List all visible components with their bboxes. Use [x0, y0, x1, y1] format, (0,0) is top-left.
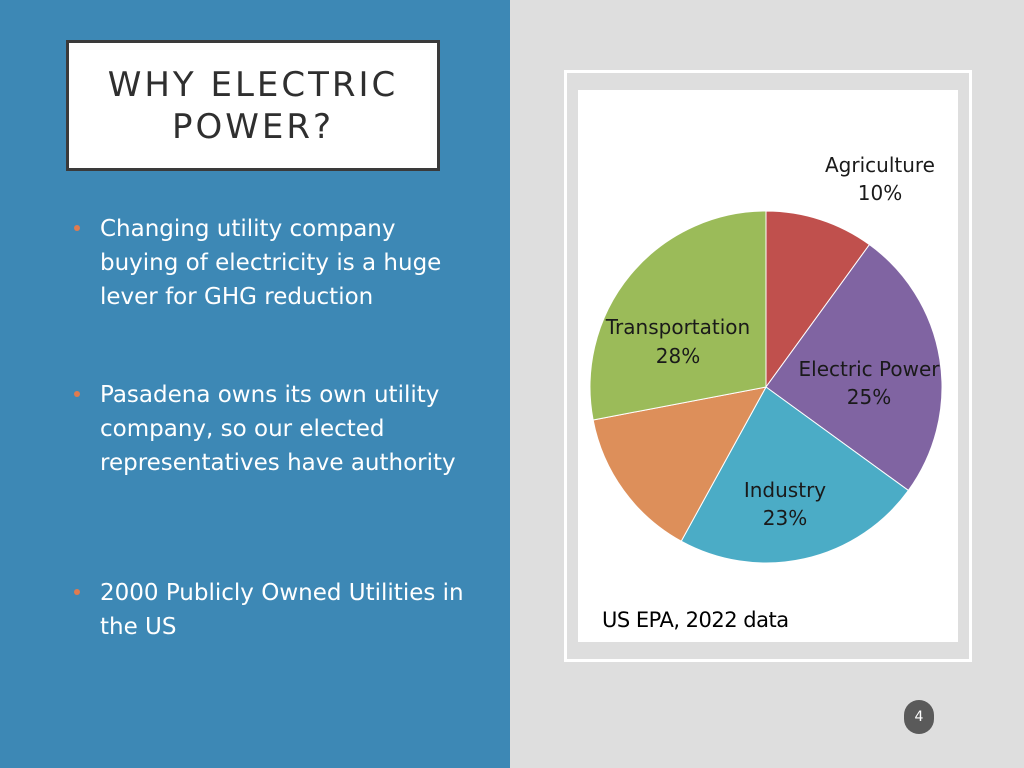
slice-value-label: 28% — [656, 344, 700, 368]
bullet-dot-icon — [74, 589, 80, 595]
slice-name-label: Transportation — [605, 315, 750, 339]
slice-name-label: Industry — [744, 478, 826, 502]
slide-title: WHY ELECTRIC POWER? — [107, 64, 399, 147]
slice-name-label: Agriculture — [825, 153, 935, 177]
pie-slice-transportation — [589, 210, 767, 421]
chart-frame — [564, 70, 972, 662]
slice-name-label: Electric Power — [799, 357, 941, 381]
pie-chart: Agriculture 10% Electric Power 25% Industry 2… — [589, 153, 943, 564]
source-caption: US EPA, 2022 data — [602, 608, 789, 632]
pie-slice-industry — [680, 386, 910, 564]
title-box: WHY ELECTRIC POWER? — [66, 40, 440, 171]
bullet-dot-icon — [74, 225, 80, 231]
bullet-text: Changing utility company buying of elect… — [100, 216, 442, 310]
slice-value-label: 10% — [858, 181, 902, 205]
pie-slice-electric-power — [765, 243, 943, 492]
slice-value-label: 23% — [763, 506, 807, 530]
bullet-text: Pasadena owns its own utility company, s… — [100, 382, 456, 476]
slice-value-label: 25% — [847, 385, 891, 409]
page-number: 4 — [904, 700, 934, 734]
chart-card: Agriculture 10% Electric Power 25% Industry 2… — [578, 90, 958, 642]
pie-slice-agriculture — [765, 210, 871, 389]
left-panel: WHY ELECTRIC POWER? Changing utility com… — [0, 0, 510, 768]
bullet-dot-icon — [74, 391, 80, 397]
bullet-text: 2000 Publicly Owned Utilities in the US — [100, 580, 464, 640]
pie-slice-unlabeled — [592, 386, 767, 542]
